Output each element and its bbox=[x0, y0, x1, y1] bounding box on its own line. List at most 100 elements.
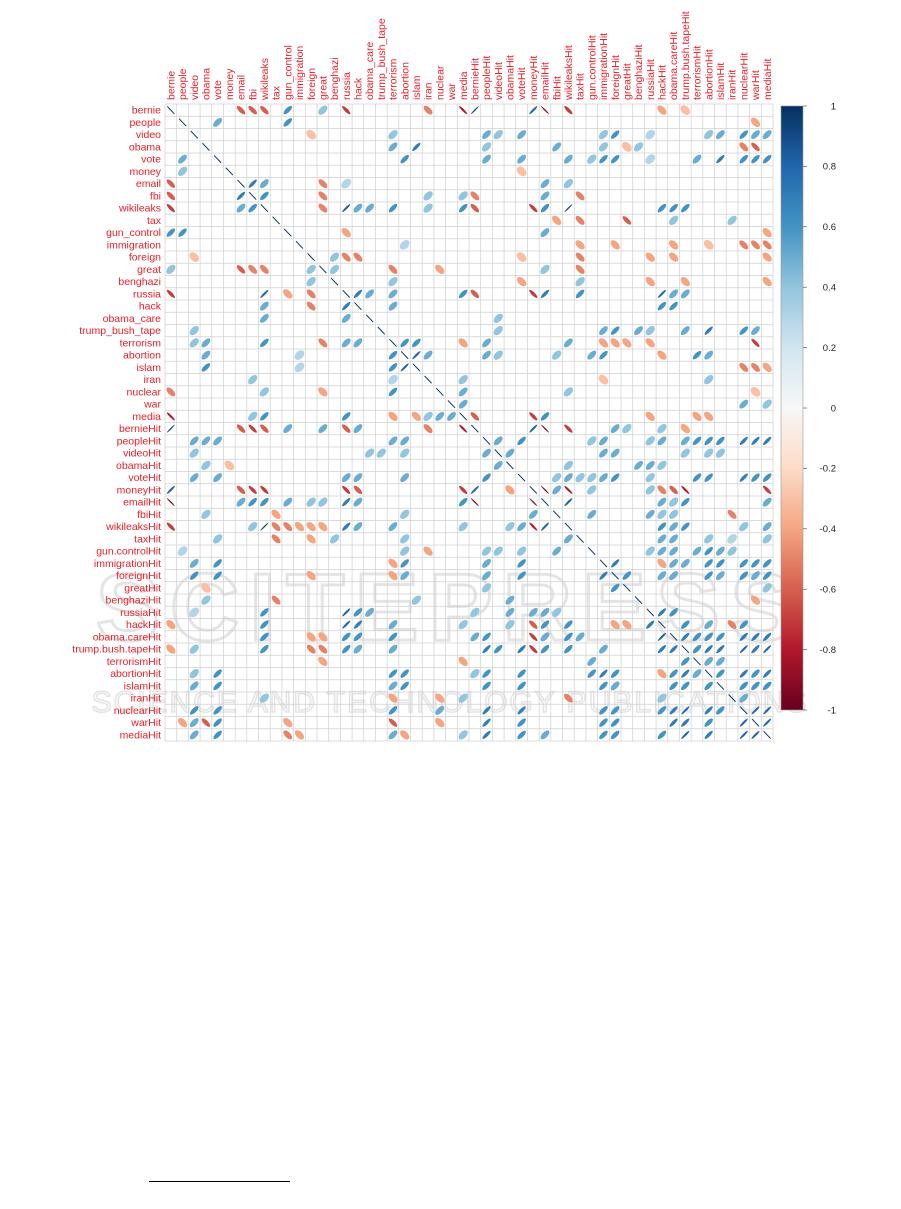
correlation-ellipse-terrorism-wikileaks bbox=[260, 338, 269, 348]
correlation-ellipse-warHit-terrorism bbox=[388, 718, 398, 727]
correlation-ellipse-benghazi-voteHit bbox=[516, 276, 527, 287]
correlation-ellipse-islamHit-trump.bush.tapeHit bbox=[681, 681, 690, 691]
correlation-ellipse-obama.careHit-russia bbox=[341, 632, 351, 642]
correlation-ellipse-taxHit-wikileaksHit bbox=[563, 534, 573, 544]
correlation-ellipse-mediaHit-video bbox=[189, 730, 199, 740]
column-label-terrorismHit: terrorismHit bbox=[692, 46, 704, 100]
correlation-ellipse-immigrationHit-abortionHit bbox=[704, 559, 713, 568]
correlation-ellipse-islam-nuclearHit bbox=[739, 362, 749, 372]
correlation-ellipse-nuclearHit-obama.careHit bbox=[669, 706, 678, 715]
correlation-ellipse-fbiHit-moneyHit bbox=[528, 509, 538, 519]
correlation-ellipse-vote-peopleHit bbox=[482, 154, 491, 164]
correlation-ellipse-video-mediaHit bbox=[762, 130, 772, 140]
correlation-ellipse-fbi-bernie bbox=[166, 191, 176, 201]
correlation-ellipse-greatHit-foreignHit bbox=[610, 583, 620, 593]
correlation-ellipse-video-videoHit bbox=[493, 129, 503, 140]
footnote-rule bbox=[149, 1181, 290, 1182]
column-label-great: great bbox=[317, 76, 329, 100]
correlation-ellipse-benghaziHit-tax bbox=[271, 595, 281, 605]
correlation-ellipse-benghazi-trump.bush.tapeHit bbox=[680, 276, 690, 287]
correlation-ellipse-obama.careHit-wikileaksHit bbox=[564, 632, 573, 642]
correlation-ellipse-wikileaks-great bbox=[318, 203, 328, 213]
correlation-ellipse-trump.bush.tapeHit-hackHit bbox=[657, 644, 667, 654]
column-label-voteHit: voteHit bbox=[516, 67, 528, 100]
correlation-ellipse-terrorismHit-islamHit bbox=[715, 656, 725, 666]
correlation-ellipse-taxHit-vote bbox=[212, 534, 223, 544]
correlation-ellipse-immigrationHit-mediaHit bbox=[762, 559, 772, 568]
correlation-ellipse-nuclear-wikileaksHit bbox=[563, 387, 574, 397]
diagonal-mark bbox=[576, 534, 584, 543]
row-label-obama_care: obama_care bbox=[103, 313, 162, 325]
correlation-ellipse-peopleHit-warHit bbox=[751, 436, 760, 446]
correlation-ellipse-russiaHit-russia bbox=[342, 608, 351, 617]
correlation-ellipse-iran-media bbox=[458, 374, 468, 385]
correlation-ellipse-peopleHit-islamHit bbox=[716, 436, 725, 446]
row-label-media: media bbox=[132, 411, 161, 423]
correlation-ellipse-obama_care-videoHit bbox=[493, 313, 503, 324]
correlation-ellipse-obama.careHit-abortionHit bbox=[704, 632, 713, 642]
correlation-ellipse-terrorism-russiaHit bbox=[645, 338, 655, 348]
correlation-ellipse-fbi-great bbox=[318, 191, 328, 201]
correlation-ellipse-terrorism-russia bbox=[341, 338, 351, 348]
correlation-ellipse-taxHit-abortionHit bbox=[704, 534, 714, 544]
correlation-ellipse-immigrationHit-nuclearHit bbox=[739, 559, 749, 568]
correlation-ellipse-moneyHit-emailHit bbox=[541, 485, 549, 494]
row-label-nuclearHit: nuclearHit bbox=[114, 705, 161, 717]
correlation-ellipse-immigrationHit-peopleHit bbox=[482, 558, 491, 568]
correlation-ellipse-hackHit-emailHit bbox=[540, 620, 550, 629]
correlation-ellipse-war-media bbox=[458, 399, 468, 409]
correlation-ellipse-russia-obama_care bbox=[365, 289, 375, 299]
correlation-ellipse-obama.careHit-taxHit bbox=[575, 632, 585, 642]
column-label-immigrationHit: immigrationHit bbox=[598, 33, 610, 100]
colorbar-tick-label: -0.2 bbox=[820, 464, 836, 475]
row-label-voteHit: voteHit bbox=[128, 472, 161, 484]
correlation-ellipse-emailHit-wikileaks bbox=[260, 497, 269, 507]
correlation-ellipse-terrorism-abortion bbox=[400, 338, 409, 348]
row-label-greatHit: greatHit bbox=[124, 582, 161, 594]
correlation-ellipse-warHit-trump.bush.tapeHit bbox=[681, 718, 690, 727]
correlation-ellipse-russiaHit-bernieHit bbox=[470, 607, 480, 618]
correlation-ellipse-video-abortionHit bbox=[704, 129, 714, 140]
correlation-ellipse-obama.careHit-wikileaks bbox=[260, 632, 269, 642]
correlation-ellipse-islamHit-voteHit bbox=[517, 681, 526, 691]
row-label-moneyHit: moneyHit bbox=[117, 484, 161, 496]
correlation-ellipse-russiaHit-wikileaks bbox=[260, 608, 269, 617]
correlation-ellipse-email-fbi bbox=[248, 179, 257, 188]
correlation-ellipse-video-warHit bbox=[751, 130, 760, 140]
correlation-ellipse-trump_bush_tape-warHit bbox=[751, 326, 760, 336]
column-label-money: money bbox=[224, 68, 236, 100]
column-label-obama: obama bbox=[201, 68, 213, 100]
correlation-ellipse-vote-people bbox=[178, 154, 187, 164]
correlation-ellipse-vote-wikileaksHit bbox=[563, 154, 573, 164]
correlation-ellipse-gun_control-emailHit bbox=[540, 228, 550, 238]
correlation-ellipse-videoHit-abortionHit bbox=[704, 448, 714, 458]
correlation-ellipse-terrorism-hack bbox=[353, 338, 363, 348]
correlation-ellipse-obama-immigrationHit bbox=[598, 142, 609, 152]
correlation-ellipse-mediaHit-trump.bush.tapeHit bbox=[681, 730, 690, 739]
correlation-ellipse-mediaHit-gun_control bbox=[283, 730, 293, 740]
correlation-ellipse-media-terrorismHit bbox=[692, 411, 702, 422]
correlation-ellipse-peopleHit-voteHit bbox=[517, 436, 526, 446]
correlation-ellipse-wikileaks-moneyHit bbox=[529, 203, 538, 213]
correlation-ellipse-trump_bush_tape-nuclearHit bbox=[739, 326, 749, 335]
diagonal-mark bbox=[318, 265, 327, 274]
correlation-ellipse-videoHit-peopleHit bbox=[482, 448, 491, 458]
matrix-grid bbox=[164, 103, 774, 742]
diagonal-mark bbox=[365, 314, 374, 323]
column-labels: bernie people video obama vote money email fbi w… bbox=[165, 11, 773, 101]
correlation-ellipse-wikileaksHit-hack bbox=[353, 522, 363, 532]
correlation-ellipse-abortion-iran bbox=[423, 350, 433, 360]
correlation-ellipse-iranHit-nuclearHit bbox=[739, 693, 749, 703]
correlation-ellipse-iranHit-hackHit bbox=[657, 693, 667, 703]
column-label-peopleHit: peopleHit bbox=[481, 56, 493, 100]
correlation-ellipse-bernie-media bbox=[459, 106, 468, 115]
diagonal-mark bbox=[412, 363, 421, 372]
correlation-ellipse-hackHit-moneyHit bbox=[529, 620, 538, 629]
correlation-ellipse-bernieHit-gun_control bbox=[283, 424, 293, 434]
column-label-media: media bbox=[458, 71, 470, 100]
correlation-ellipse-warHit-vote bbox=[213, 718, 222, 727]
diagonal-mark bbox=[260, 204, 269, 213]
correlation-ellipse-russia-hack bbox=[353, 289, 363, 299]
correlation-ellipse-wikileaksHit-obamaHit bbox=[505, 521, 515, 532]
correlation-ellipse-gun.controlHit-iranHit bbox=[727, 546, 737, 556]
